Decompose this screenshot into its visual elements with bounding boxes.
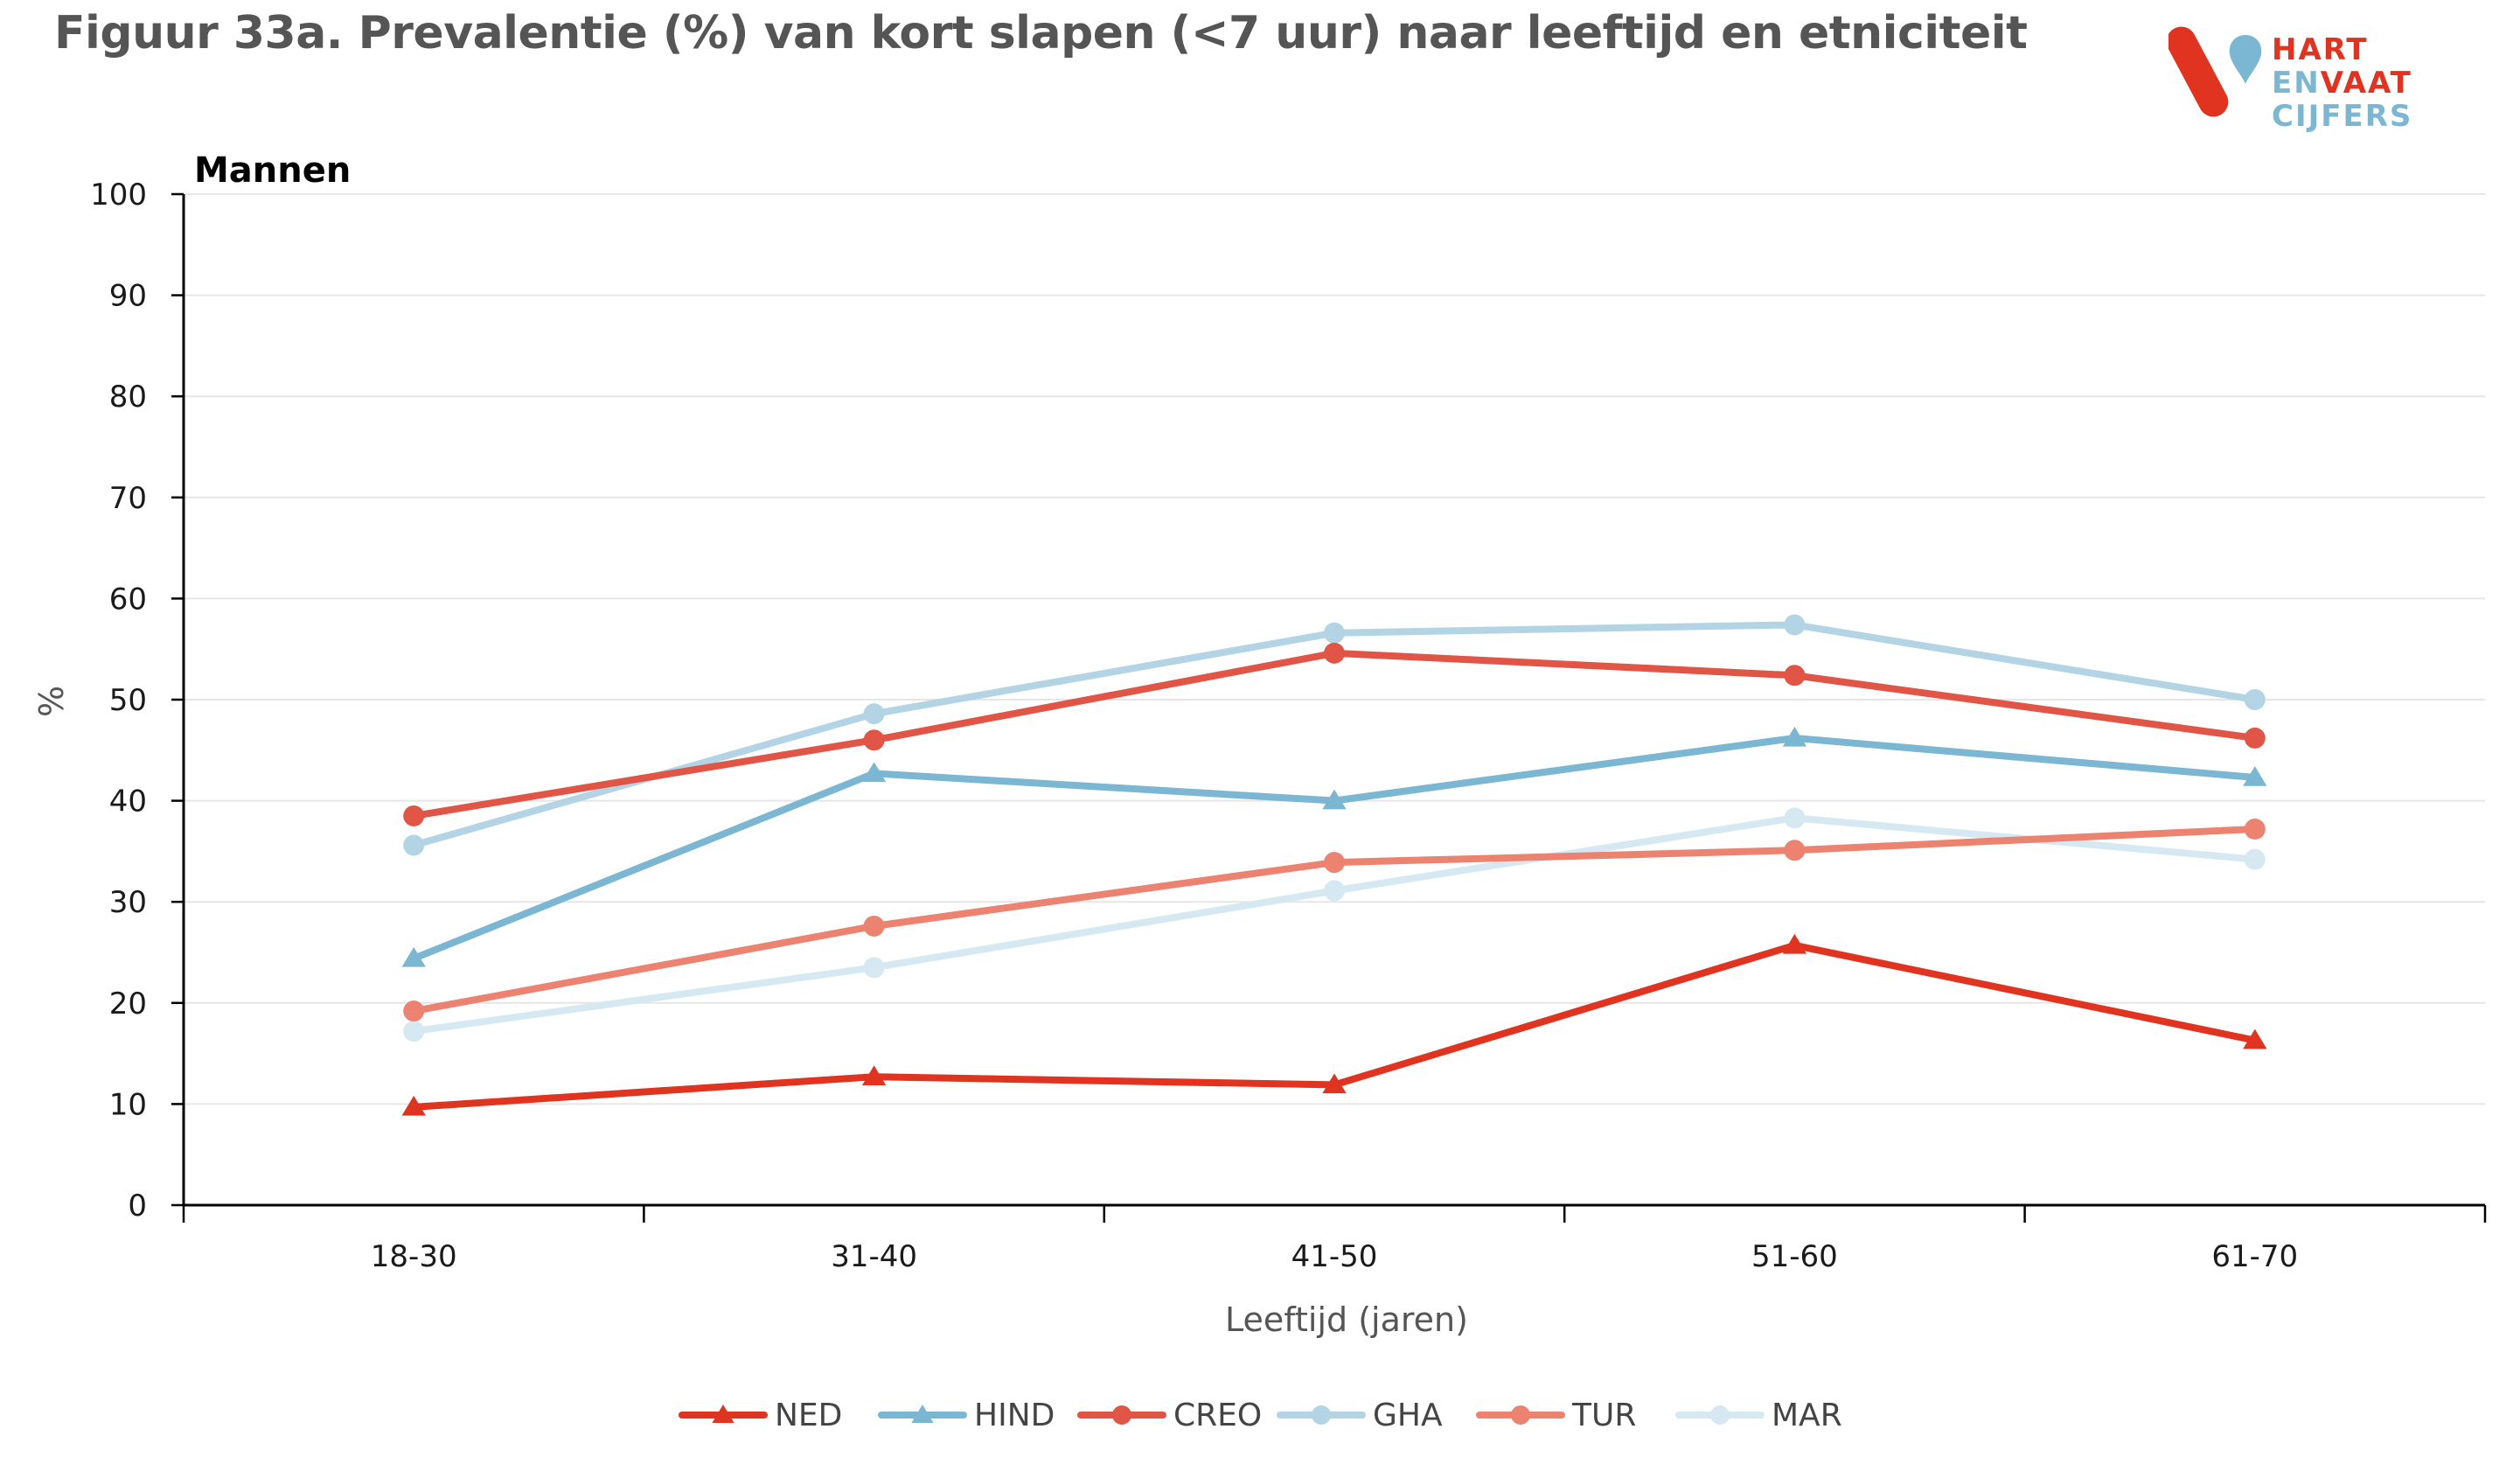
legend-item-ned: NED [679,1398,842,1433]
data-point [1782,726,1807,747]
series-lines [401,614,2267,1116]
data-point [1322,789,1347,810]
legend-label: HIND [974,1398,1055,1433]
chart-title: Figuur 33a. Prevalentie (%) van kort sla… [54,7,2028,59]
data-point [863,957,885,979]
data-point [1324,880,1345,902]
x-axis-title: Leeftijd (jaren) [1225,1300,1468,1339]
legend-marker [1312,1405,1331,1425]
data-point [403,834,425,856]
legend-item-creo: CREO [1077,1398,1262,1433]
series-gha [403,614,2266,856]
x-axis-ticks: 18-30 31-40 41-50 51-60 61-70 [182,1205,2487,1274]
y-axis-title: % [32,686,71,717]
data-point [863,729,885,751]
data-point [863,703,885,725]
data-point [861,1065,887,1085]
y-tick-label: 30 [109,885,147,920]
y-tick-label: 100 [90,178,147,213]
logo-text-vaat: VAAT [2321,66,2412,101]
data-point [401,1095,426,1116]
series-hind [401,726,2267,967]
data-point [1784,840,1806,861]
panel-label: Mannen [194,150,351,191]
legend-marker [1511,1405,1530,1425]
data-point [2244,727,2266,749]
data-point [403,1021,425,1042]
legend-item-hind: HIND [878,1398,1055,1433]
y-tick-label: 20 [109,986,147,1021]
y-tick-label: 50 [109,683,147,718]
data-point [1324,622,1345,644]
data-point [2243,1028,2267,1049]
legend-marker [712,1405,734,1423]
logo-text-en: EN [2272,66,2321,101]
logo-mark-icon [2168,26,2262,117]
y-tick-label: 90 [109,279,147,314]
data-point [1322,1073,1347,1094]
y-axis-ticks: 0 10 20 30 40 50 60 70 80 90 100 [90,178,184,1224]
y-tick-label: 10 [109,1087,147,1122]
legend-marker [1710,1405,1730,1425]
series-creo [403,642,2266,826]
logo-text-hart: HART [2272,32,2369,67]
data-point [2244,689,2266,710]
series-ned [401,933,2267,1116]
x-tick-label: 41-50 [1291,1239,1378,1274]
x-tick-label: 18-30 [371,1239,457,1274]
legend-marker [1112,1405,1131,1425]
logo-text-line2: ENVAAT [2272,66,2412,101]
legend-marker [911,1405,934,1423]
data-point [863,915,885,937]
legend: NED HIND CREO GHA TUR MAR [679,1398,1842,1433]
data-point [2244,818,2266,840]
y-tick-label: 40 [109,784,147,819]
x-tick-label: 61-70 [2211,1239,2298,1274]
data-point [1784,665,1806,687]
legend-label: NED [775,1398,842,1433]
series-tur [403,818,2266,1022]
legend-label: GHA [1373,1398,1443,1433]
series-mar [403,807,2266,1042]
legend-label: TUR [1571,1398,1636,1433]
y-tick-label: 0 [128,1189,147,1224]
y-tick-label: 80 [109,380,147,415]
data-point [2244,848,2266,870]
legend-item-gha: GHA [1277,1398,1443,1433]
data-point [1784,807,1806,829]
hart-en-vaat-cijfers-logo: HART ENVAAT CIJFERS [2168,26,2412,134]
data-point [1782,933,1807,954]
y-tick-label: 60 [109,582,147,617]
legend-label: CREO [1173,1398,1262,1433]
data-point [403,1000,425,1022]
x-tick-label: 51-60 [1751,1239,1838,1274]
data-point [1784,614,1806,636]
data-point [401,946,426,967]
legend-item-tur: TUR [1476,1398,1636,1433]
data-point [861,762,887,783]
legend-item-mar: MAR [1675,1398,1842,1433]
data-point [1324,642,1345,664]
legend-label: MAR [1772,1398,1842,1433]
y-tick-label: 70 [109,481,147,516]
x-tick-label: 31-40 [831,1239,917,1274]
data-point [403,805,425,826]
data-point [2243,766,2267,786]
logo-text-cijfers: CIJFERS [2272,99,2412,134]
data-point [1324,852,1345,874]
